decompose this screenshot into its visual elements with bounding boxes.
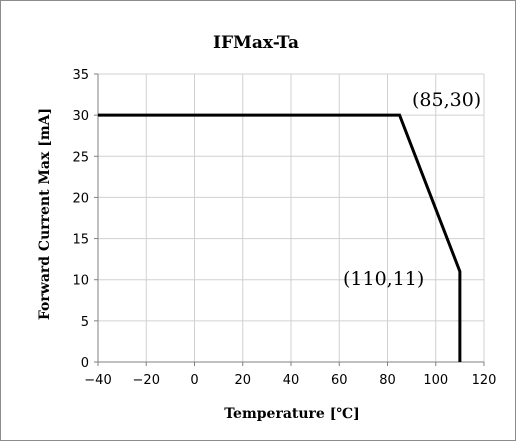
y-tick-label: 25 [72,150,89,165]
x-tick-label: 0 [190,373,198,388]
y-tick-label: 10 [72,274,89,289]
x-tick-label: 40 [283,373,300,388]
series [98,113,462,362]
y-tick-label: 0 [81,356,89,371]
x-tick-label: −20 [133,373,160,388]
y-tick-label: 15 [72,233,89,248]
chart-title: IFMax-Ta [213,33,299,53]
x-axis-label: Temperature [℃] [224,406,360,422]
y-tick-label: 20 [72,191,89,206]
x-tick-labels: −40 −20 0 20 40 60 80 100 120 [84,373,496,388]
y-axis-label: Forward Current Max [mA] [37,108,53,320]
x-tick-label: 120 [472,373,497,388]
grid [98,73,485,362]
x-tick-label: 100 [423,373,448,388]
y-tick-labels: 0 5 10 15 20 25 30 35 [72,68,89,371]
axes [94,73,485,366]
x-tick-label: 60 [331,373,348,388]
y-tick-label: 5 [81,315,89,330]
x-tick-label: −40 [84,373,111,388]
series-line [98,113,462,362]
annotation-peak: (85,30) [412,89,481,111]
x-tick-label: 20 [234,373,251,388]
annotation-knee: (110,11) [343,268,424,290]
y-tick-label: 35 [72,68,89,83]
x-tick-label: 80 [379,373,396,388]
y-tick-label: 30 [72,109,89,124]
